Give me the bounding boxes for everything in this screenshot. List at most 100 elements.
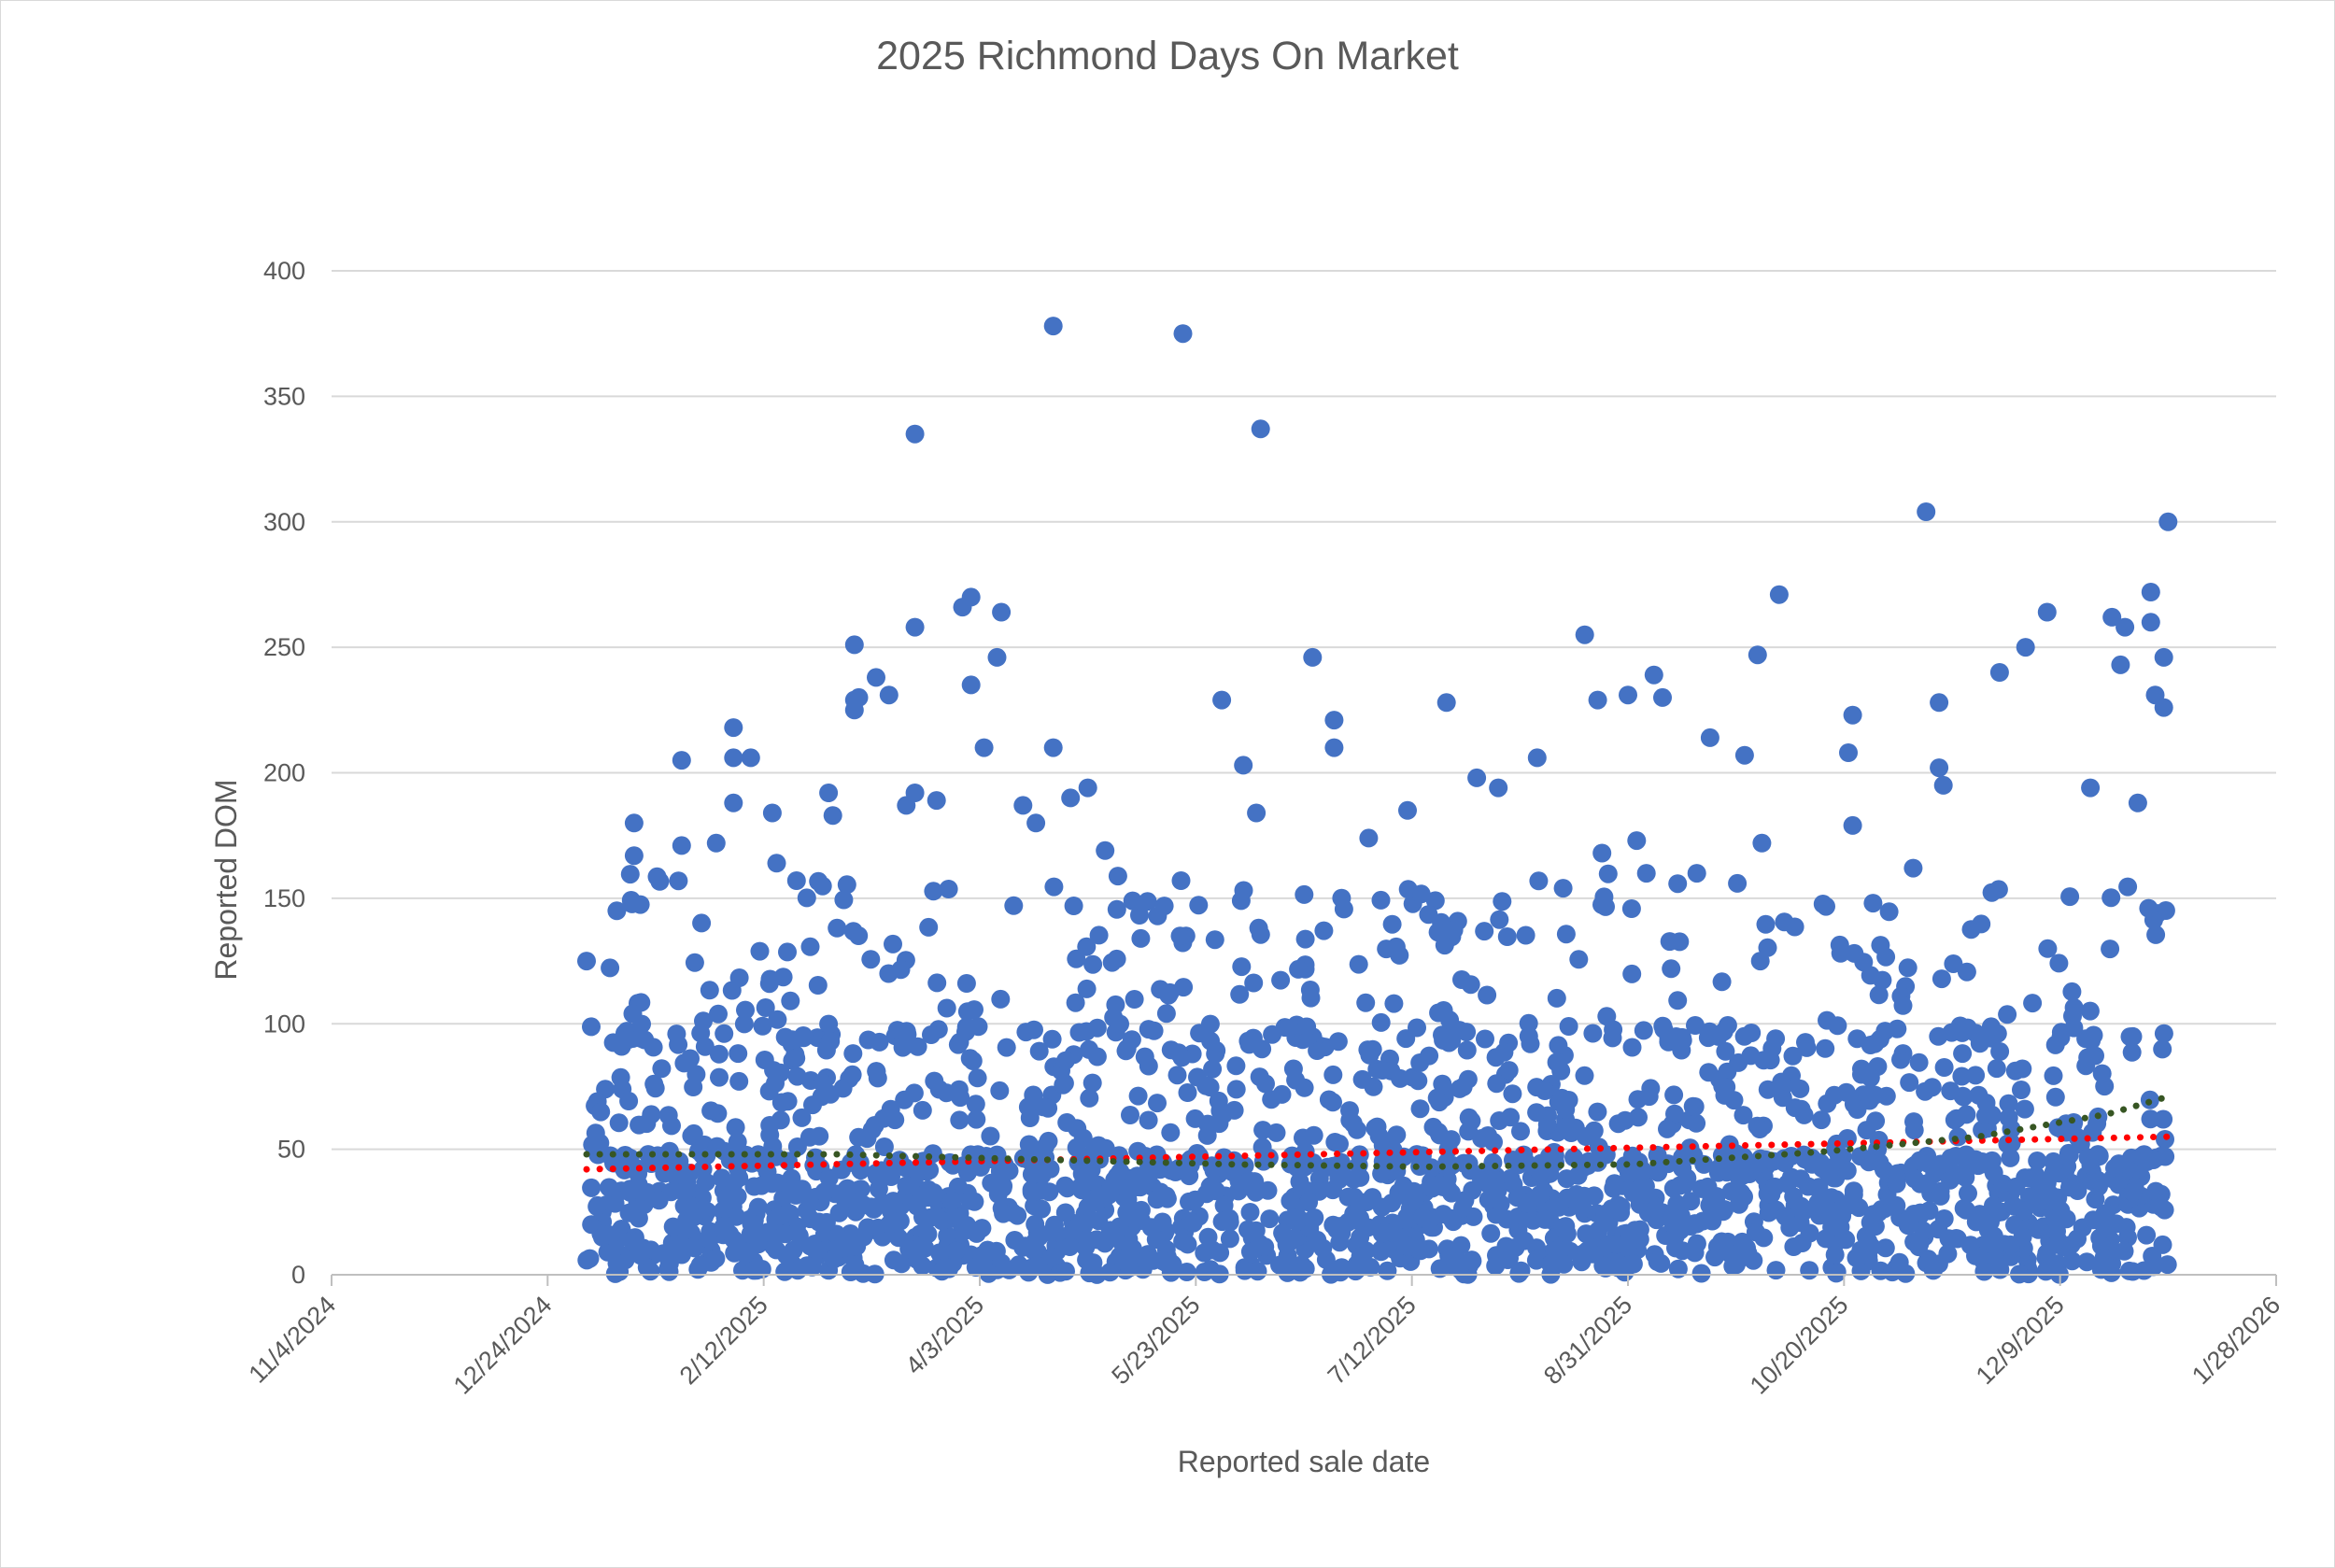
scatter-point [1162, 1253, 1182, 1273]
scatter-point [1861, 1212, 1880, 1232]
scatter-point [1904, 1205, 1924, 1223]
scatter-point [1982, 883, 2002, 902]
scatter-point [1271, 970, 1291, 990]
scatter-point [1966, 1066, 1986, 1085]
scatter-point [960, 1049, 980, 1068]
scatter-point [1668, 1259, 1688, 1278]
scatter-point [908, 1037, 927, 1056]
scatter-point [1289, 959, 1309, 979]
scatter-point [1515, 1231, 1535, 1250]
scatter-point [1604, 1020, 1623, 1039]
scatter-point [999, 1260, 1019, 1279]
scatter-point [2153, 1039, 2172, 1059]
scatter-point [1207, 1158, 1226, 1178]
scatter-point [2062, 982, 2082, 1001]
y-axis-title: Reported DOM [209, 779, 243, 980]
scatter-point [1966, 1024, 1986, 1043]
scatter-point [1159, 985, 1179, 1005]
scatter-point [1324, 711, 1344, 730]
scatter-point [891, 960, 911, 980]
scatter-point [1766, 1261, 1786, 1280]
scatter-point [813, 1073, 832, 1093]
scatter-point [2128, 793, 2147, 812]
scatter-point [1148, 1094, 1167, 1113]
scatter-point [1550, 1197, 1569, 1217]
scatter-point [1648, 1252, 1667, 1271]
scatter-point [1508, 1213, 1528, 1233]
scatter-point [1595, 1204, 1615, 1223]
scatter-point [1240, 1203, 1260, 1222]
scatter-point [722, 1150, 742, 1169]
scatter-point [1553, 879, 1573, 898]
scatter-point [1177, 1263, 1196, 1281]
scatter-point [1974, 1262, 1994, 1281]
scatter-point [709, 1004, 728, 1024]
scatter-point [816, 1212, 836, 1232]
scatter-point [1263, 1024, 1282, 1044]
scatter-point [1503, 1084, 1522, 1104]
scatter-point [1639, 1087, 1659, 1107]
scatter-point [1966, 1212, 1986, 1232]
scatter-point [1665, 1104, 1684, 1123]
scatter-point [663, 1217, 683, 1236]
scatter-point [1168, 1066, 1187, 1085]
scatter-point [789, 1226, 809, 1246]
scatter-point [1441, 1130, 1461, 1150]
scatter-point [974, 738, 994, 757]
scatter-point [1185, 1109, 1205, 1128]
scatter-point [1605, 1174, 1624, 1194]
scatter-point [1273, 1223, 1293, 1243]
scatter-point [632, 1014, 651, 1034]
scatter-point [1246, 1221, 1266, 1240]
scatter-point [1727, 1149, 1747, 1168]
scatter-point [1039, 1098, 1058, 1118]
scatter-point [1060, 1237, 1080, 1256]
scatter-point [652, 1059, 672, 1079]
scatter-point [629, 1164, 648, 1183]
scatter-point [2078, 1148, 2098, 1167]
scatter-point [1138, 892, 1157, 911]
scatter-point [1330, 1134, 1349, 1153]
scatter-point [842, 1065, 862, 1084]
scatter-point [836, 1180, 856, 1200]
scatter-point [979, 1264, 998, 1283]
scatter-point [659, 1254, 679, 1274]
scatter-point [2141, 583, 2160, 601]
scatter-point [2141, 613, 2160, 632]
scatter-point [1577, 1224, 1596, 1244]
scatter-point [729, 1044, 748, 1064]
x-tick-label: 11/4/2024 [244, 1291, 342, 1389]
y-tick-label: 50 [277, 1136, 305, 1164]
scatter-point [1042, 1247, 1062, 1266]
scatter-point [1005, 1231, 1025, 1250]
scatter-point [1043, 317, 1063, 336]
scatter-point [1201, 1031, 1221, 1051]
scatter-point [2095, 1205, 2114, 1224]
scatter-point [1606, 1235, 1625, 1254]
scatter-point [1556, 925, 1576, 944]
scatter-point [1410, 1099, 1430, 1119]
scatter-point [709, 1044, 729, 1064]
scatter-point [674, 1053, 694, 1073]
scatter-point [1303, 647, 1323, 667]
scatter-point [1156, 1004, 1176, 1024]
scatter-point [767, 854, 786, 873]
scatter-point [2037, 602, 2057, 622]
scatter-point [870, 1032, 889, 1052]
scatter-point [695, 1037, 715, 1056]
scatter-point [1843, 705, 1862, 725]
scatter-point [1161, 1040, 1181, 1060]
scatter-point [1173, 324, 1193, 344]
scatter-point [2152, 1197, 2172, 1217]
scatter-point [2087, 1170, 2107, 1190]
scatter-point [1301, 988, 1321, 1008]
scatter-point [1732, 1183, 1751, 1203]
scatter-point [2151, 1184, 2171, 1204]
scatter-point [1171, 871, 1191, 890]
scatter-point [621, 891, 641, 910]
scatter-point [1323, 1093, 1342, 1112]
scatter-point [1889, 1252, 1909, 1272]
scatter-point [662, 1116, 681, 1136]
scatter-point [1196, 1184, 1216, 1204]
scatter-point [2064, 998, 2084, 1017]
